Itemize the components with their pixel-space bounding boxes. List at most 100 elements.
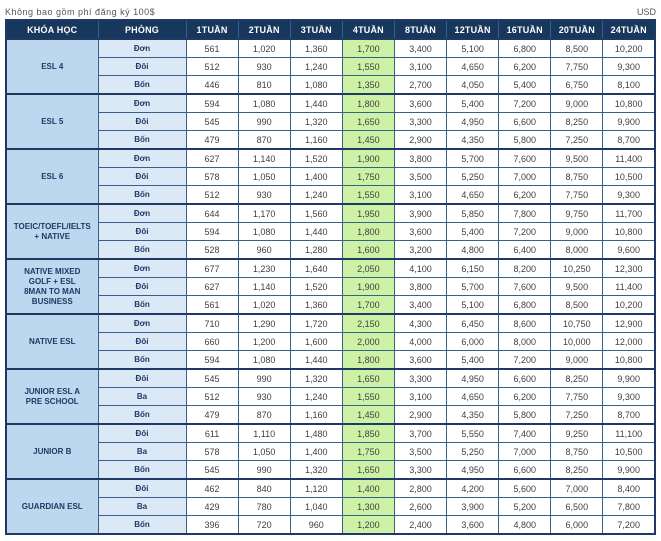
table-row: Đôi 512 930 1,240 1,550 3,100 4,650 6,200 7,750 9…: [6, 57, 656, 76]
price-cell-highlighted: 1,750: [341, 167, 395, 186]
course-cell: GUARDIAN ESL: [5, 478, 99, 535]
price-cell: 1,050: [237, 167, 291, 186]
price-cell: 8,600: [498, 313, 552, 333]
price-cell: 9,900: [602, 460, 656, 480]
price-cell-highlighted: 2,000: [341, 332, 395, 351]
price-cell: 3,300: [393, 368, 448, 388]
table-row: Bốn 396 720 960 1,200 2,400 3,600 4,800 6,000 7,2…: [6, 515, 656, 535]
price-cell-highlighted: 1,650: [341, 460, 395, 480]
column-header: 2TUẦN: [237, 19, 291, 40]
price-cell: 5,400: [498, 75, 552, 95]
price-cell: 990: [237, 460, 291, 480]
price-cell: 8,250: [550, 460, 604, 480]
price-cell: 4,950: [446, 368, 500, 388]
price-cell: 870: [237, 130, 291, 150]
room-type-cell: Đơn: [97, 148, 187, 168]
price-cell: 1,040: [289, 497, 343, 516]
price-cell: 1,480: [289, 423, 343, 443]
price-cell-highlighted: 1,750: [341, 442, 395, 461]
price-cell: 5,100: [446, 295, 500, 315]
price-cell: 512: [185, 387, 239, 406]
price-cell: 9,500: [550, 277, 604, 296]
price-cell: 2,600: [393, 497, 448, 516]
price-cell: 3,600: [393, 93, 448, 113]
price-cell: 960: [237, 240, 291, 260]
price-cell-highlighted: 1,650: [341, 368, 395, 388]
price-cell: 545: [185, 112, 239, 131]
room-type-cell: Bốn: [97, 515, 187, 535]
price-cell: 7,000: [498, 442, 552, 461]
price-cell: 4,950: [446, 460, 500, 480]
price-cell: 578: [185, 442, 239, 461]
course-cell: JUNIOR B: [5, 423, 99, 480]
price-cell: 8,750: [550, 167, 604, 186]
course-cell: ESL 4: [5, 38, 99, 95]
price-cell: 3,600: [393, 350, 448, 370]
room-type-cell: Đôi: [97, 112, 187, 131]
price-cell: 5,700: [446, 277, 500, 296]
price-cell: 4,950: [446, 112, 500, 131]
room-type-cell: Đơn: [97, 313, 187, 333]
price-cell: 10,800: [602, 222, 656, 241]
column-header: 1TUẦN: [185, 19, 239, 40]
table-row: Đôi 545 990 1,320 1,650 3,300 4,950 6,600 8,250 9…: [6, 112, 656, 131]
price-cell: 1,520: [289, 148, 343, 168]
price-cell: 12,000: [602, 332, 656, 351]
price-cell: 4,650: [446, 185, 500, 205]
price-cell: 2,800: [393, 478, 448, 498]
room-type-cell: Bốn: [97, 405, 187, 425]
price-cell: 930: [237, 387, 291, 406]
price-cell: 1,230: [237, 258, 291, 278]
price-cell: 6,800: [498, 38, 552, 58]
price-cell: 5,250: [446, 167, 500, 186]
price-cell: 9,900: [602, 368, 656, 388]
price-cell: 1,080: [237, 222, 291, 241]
room-type-cell: Đôi: [97, 478, 187, 498]
price-cell: 8,700: [602, 405, 656, 425]
price-cell: 3,800: [393, 148, 448, 168]
price-cell: 4,200: [446, 478, 500, 498]
price-cell: 8,700: [602, 130, 656, 150]
price-cell-highlighted: 1,700: [341, 38, 395, 58]
price-cell: 3,300: [393, 460, 448, 480]
column-header: 4TUẦN: [341, 19, 395, 40]
price-cell: 4,050: [446, 75, 500, 95]
price-cell: 10,800: [602, 350, 656, 370]
price-cell: 5,400: [446, 350, 500, 370]
price-cell: 9,000: [550, 222, 604, 241]
price-cell: 594: [185, 93, 239, 113]
table-row: Đôi 594 1,080 1,440 1,800 3,600 5,400 7,200 9,00…: [6, 222, 656, 241]
price-cell: 930: [237, 185, 291, 205]
table-row: Bốn 594 1,080 1,440 1,800 3,600 5,400 7,200 9,00…: [6, 350, 656, 370]
room-type-cell: Đơn: [97, 203, 187, 223]
price-cell: 7,750: [550, 185, 604, 205]
room-type-cell: Ba: [97, 442, 187, 461]
table-row: Bốn 479 870 1,160 1,450 2,900 4,350 5,800 7,250 8…: [6, 130, 656, 150]
price-cell: 10,200: [602, 38, 656, 58]
price-cell: 1,520: [289, 277, 343, 296]
price-cell: 10,800: [602, 93, 656, 113]
price-cell: 3,500: [393, 442, 448, 461]
price-cell: 1,560: [289, 203, 343, 223]
price-cell: 4,100: [393, 258, 448, 278]
price-cell: 7,200: [498, 350, 552, 370]
table-row: Đôi 578 1,050 1,400 1,750 3,500 5,250 7,000 8,75…: [6, 167, 656, 186]
price-cell: 528: [185, 240, 239, 260]
price-table-header: KHÓA HỌC PHÒNG 1TUẦN 2TUẦN 3TUẦN 4TUẦN 8TUẦN 12…: [5, 19, 656, 40]
price-cell: 6,200: [498, 387, 552, 406]
price-cell: 5,550: [446, 423, 500, 443]
price-cell-highlighted: 1,300: [341, 497, 395, 516]
price-cell-highlighted: 1,700: [341, 295, 395, 315]
price-cell: 7,250: [550, 405, 604, 425]
room-type-cell: Bốn: [97, 295, 187, 315]
price-cell: 462: [185, 478, 239, 498]
room-type-cell: Đơn: [97, 38, 187, 58]
room-type-cell: Đôi: [97, 222, 187, 241]
price-cell: 840: [237, 478, 291, 498]
price-cell: 1,020: [237, 295, 291, 315]
price-cell: 1,440: [289, 222, 343, 241]
table-row: ESL 4 Đơn 561 1,020 1,360 1,700 3,400 5,100 6,80…: [5, 38, 656, 95]
price-cell-highlighted: 1,900: [341, 277, 395, 296]
price-cell: 594: [185, 222, 239, 241]
price-cell-highlighted: 1,450: [341, 405, 395, 425]
